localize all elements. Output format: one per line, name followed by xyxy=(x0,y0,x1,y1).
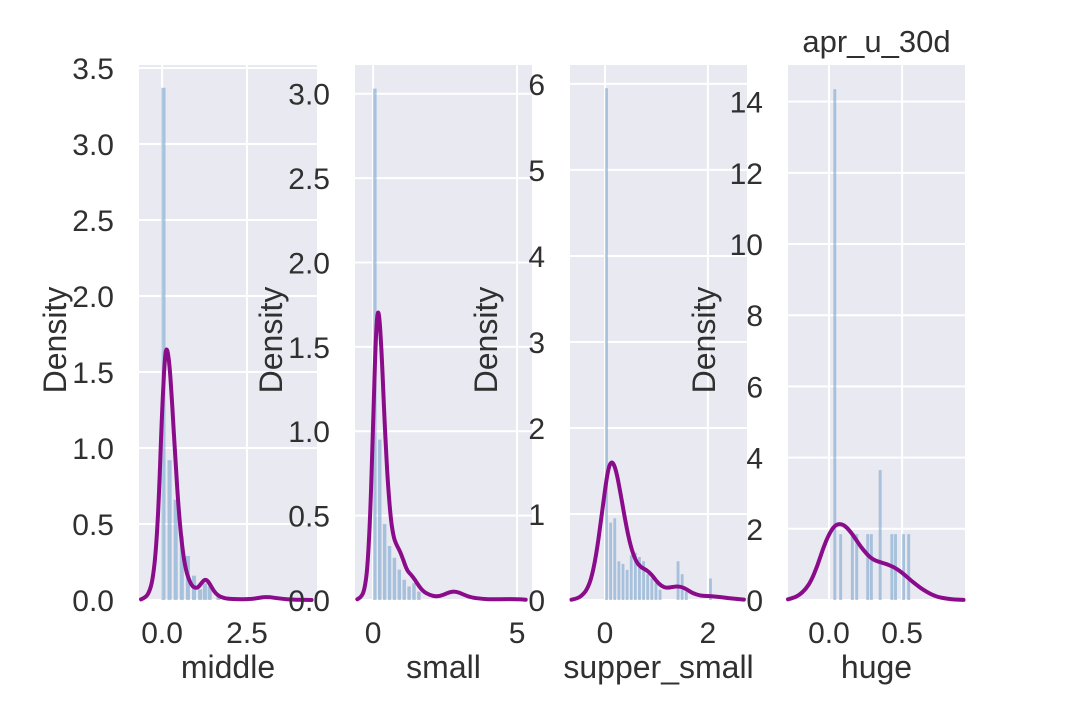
histogram-bar xyxy=(161,87,166,601)
y-tick-label: 3.5 xyxy=(72,53,114,86)
plot-title: apr_u_30d xyxy=(802,24,950,59)
y-tick-label: 0.5 xyxy=(72,509,114,542)
histogram-bar xyxy=(642,561,645,600)
y-tick-label: 4 xyxy=(746,443,763,476)
x-tick-label: 5 xyxy=(509,617,526,650)
y-tick-label: 12 xyxy=(730,158,763,191)
kde-curve xyxy=(786,522,966,602)
histogram-bar xyxy=(907,534,911,600)
x-tick-label: 0.0 xyxy=(808,617,850,650)
histogram-bar xyxy=(207,586,212,600)
y-tick-label: 6 xyxy=(746,371,763,404)
histogram-bar xyxy=(654,582,658,600)
histogram-bar xyxy=(684,591,688,600)
kde-curve xyxy=(355,310,528,602)
plot-background xyxy=(355,65,532,600)
y-tick-label: 2.0 xyxy=(72,281,114,314)
histogram-bar xyxy=(202,583,207,600)
y-tick-label: 3.0 xyxy=(288,79,330,112)
histogram-bar xyxy=(179,536,184,600)
histogram-bar xyxy=(878,470,882,600)
x-axis-label: middle xyxy=(181,649,275,685)
histogram-bar xyxy=(412,583,416,600)
y-tick-label: 1.0 xyxy=(72,433,114,466)
y-tick-label: 3 xyxy=(528,327,545,360)
histogram-bar xyxy=(855,534,859,600)
histogram-bar xyxy=(392,557,397,600)
y-axis-label: Density xyxy=(468,287,504,394)
y-axis-label: Density xyxy=(253,287,289,394)
y-tick-label: 3.0 xyxy=(72,129,114,162)
x-tick-label: 2.5 xyxy=(226,617,268,650)
x-tick-label: 0.0 xyxy=(141,617,183,650)
histogram-bar xyxy=(387,545,392,600)
y-tick-label: 0.5 xyxy=(288,501,330,534)
histogram-bar xyxy=(869,534,873,600)
y-tick-label: 2 xyxy=(746,514,763,547)
histogram-bar xyxy=(167,460,172,600)
y-tick-label: 4 xyxy=(528,241,545,274)
histogram-bar xyxy=(617,561,621,600)
y-axis-label: Density xyxy=(37,287,73,394)
y-tick-label: 2.5 xyxy=(288,163,330,196)
y-tick-label: 2.5 xyxy=(72,205,114,238)
y-tick-label: 10 xyxy=(730,229,763,262)
histogram-bar xyxy=(402,579,406,600)
histogram-bar xyxy=(621,563,625,600)
histogram-bar xyxy=(198,589,203,600)
histogram-bar xyxy=(658,589,662,600)
y-axis-label: Density xyxy=(686,287,722,394)
x-axis-label: small xyxy=(406,649,481,685)
x-tick-label: 0.5 xyxy=(881,617,923,650)
y-tick-label: 1.5 xyxy=(288,332,330,365)
histogram-bar xyxy=(709,578,712,600)
histogram-bar xyxy=(902,534,906,600)
histogram-bar xyxy=(650,578,654,600)
histogram-bar xyxy=(850,534,854,600)
histogram-bar xyxy=(417,591,421,600)
y-tick-label: 1.0 xyxy=(288,416,330,449)
y-tick-label: 6 xyxy=(528,69,545,102)
y-tick-label: 0 xyxy=(746,585,763,618)
histogram-bar xyxy=(378,439,382,600)
kde-curve xyxy=(139,347,314,602)
y-tick-label: 14 xyxy=(730,87,763,120)
y-tick-label: 1.5 xyxy=(72,357,114,390)
plot-background xyxy=(570,65,747,600)
y-tick-label: 5 xyxy=(528,155,545,188)
x-tick-label: 2 xyxy=(700,617,717,650)
plot-background xyxy=(788,65,965,600)
y-tick-label: 0.0 xyxy=(72,585,114,618)
x-tick-label: 0 xyxy=(365,617,382,650)
y-tick-label: 0.0 xyxy=(288,585,330,618)
histogram-bar xyxy=(676,561,680,600)
y-tick-label: 2 xyxy=(528,413,545,446)
histogram-bar xyxy=(609,522,613,600)
histogram-bar xyxy=(629,555,633,600)
histogram-bar xyxy=(605,88,608,600)
x-tick-label: 0 xyxy=(597,617,614,650)
histogram-bar xyxy=(613,518,617,600)
y-tick-label: 2.0 xyxy=(288,247,330,280)
kde-curve xyxy=(569,460,746,602)
histogram-bar xyxy=(839,534,843,600)
histogram-bar xyxy=(382,524,387,600)
histogram-bar xyxy=(397,569,402,600)
histogram-bar xyxy=(407,586,411,600)
y-tick-label: 8 xyxy=(746,300,763,333)
y-tick-label: 1 xyxy=(528,499,545,532)
histogram-bar xyxy=(646,574,650,600)
histogram-bar xyxy=(833,89,837,600)
histogram-bar xyxy=(625,569,629,600)
histogram-bar xyxy=(633,552,637,600)
x-axis-label: supper_small xyxy=(563,649,753,685)
y-tick-label: 0 xyxy=(528,585,545,618)
histogram-bar xyxy=(638,556,641,600)
histogram-bar xyxy=(173,499,178,600)
x-axis-label: huge xyxy=(841,649,912,685)
histogram-bar xyxy=(866,534,870,600)
